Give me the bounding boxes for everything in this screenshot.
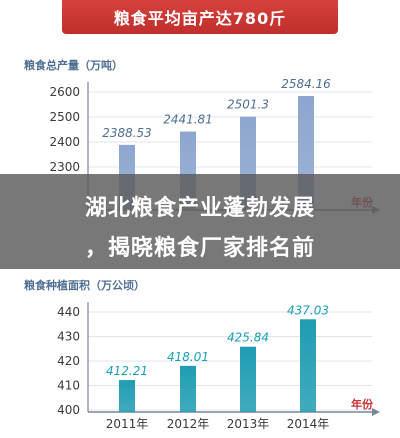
chart-title-production: 粮食总产量（万吨） bbox=[24, 59, 123, 72]
y-tick-label: 2500 bbox=[49, 110, 80, 124]
bar-value-label: 2584.16 bbox=[281, 77, 331, 91]
title-banner: 粮食平均亩产达780斤 bbox=[62, 0, 338, 34]
bar bbox=[300, 319, 316, 412]
y-tick-label: 410 bbox=[57, 379, 80, 393]
bar-value-label: 412.21 bbox=[106, 364, 148, 378]
y-tick-label: 420 bbox=[57, 354, 80, 368]
y-tick-label: 430 bbox=[57, 330, 80, 344]
bar-value-label: 425.84 bbox=[227, 331, 269, 345]
x-axis-arrow bbox=[372, 408, 380, 416]
bar-value-label: 2388.53 bbox=[102, 126, 152, 140]
x-tick-label: 2013年 bbox=[227, 417, 270, 431]
bar-value-label: 2441.81 bbox=[163, 113, 213, 127]
headline-line-2: ，揭晓粮食厂家排名前 bbox=[84, 236, 315, 261]
y-tick-label: 400 bbox=[57, 403, 80, 417]
x-tick-label: 2011年 bbox=[106, 417, 149, 431]
y-tick-label: 2600 bbox=[49, 85, 80, 99]
x-tick-label: 2014年 bbox=[287, 417, 330, 431]
bar bbox=[119, 380, 135, 412]
bar-value-label: 2501.3 bbox=[227, 98, 269, 112]
y-tick-label: 2300 bbox=[49, 160, 80, 174]
banner-title: 粮食平均亩产达780斤 bbox=[113, 9, 287, 28]
headline-overlay bbox=[0, 174, 400, 269]
y-tick-label: 440 bbox=[57, 305, 80, 319]
bar-value-label: 437.03 bbox=[287, 303, 329, 317]
chart-title-area: 粮食种植面积（万公顷） bbox=[24, 279, 145, 292]
x-tick-label: 2012年 bbox=[167, 417, 210, 431]
headline-line-1: 湖北粮食产业蓬勃发展 bbox=[84, 196, 315, 221]
x-axis-unit: 年份 bbox=[351, 397, 374, 411]
y-tick-label: 2400 bbox=[49, 135, 80, 149]
bar bbox=[240, 346, 256, 412]
bar bbox=[180, 365, 196, 412]
bar-value-label: 418.01 bbox=[167, 350, 209, 364]
